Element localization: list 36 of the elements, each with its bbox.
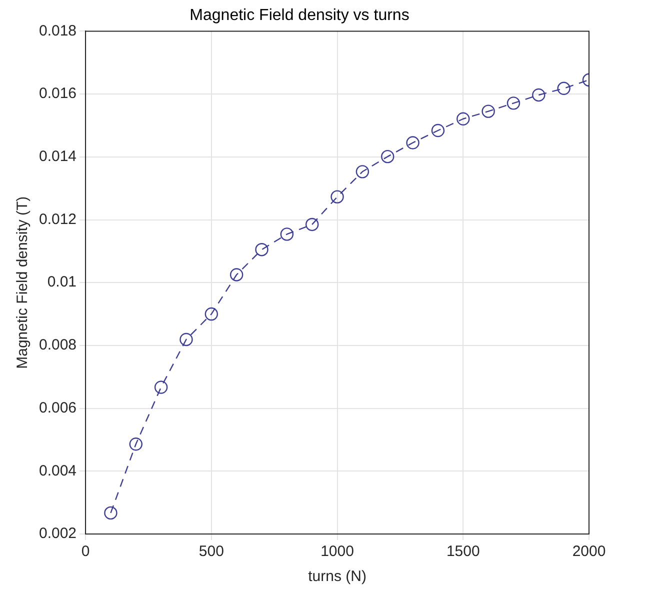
point bbox=[129, 438, 142, 451]
point bbox=[330, 190, 344, 204]
y-tick-label: 0.004 bbox=[38, 462, 77, 480]
x-tick-label: 1500 bbox=[446, 543, 480, 560]
y-tick-label: 0.014 bbox=[38, 148, 77, 166]
y-tick-label: 0.016 bbox=[38, 85, 77, 102]
point bbox=[204, 307, 218, 321]
x-tick-label: 0 bbox=[81, 543, 90, 560]
point bbox=[255, 243, 268, 256]
y-tick-label: 0.018 bbox=[38, 22, 77, 40]
y-axis-title: Magnetic Field density (T) bbox=[14, 196, 32, 369]
point bbox=[431, 124, 445, 138]
point bbox=[456, 112, 470, 126]
y-tick-label: 0.012 bbox=[38, 210, 77, 228]
point bbox=[356, 165, 370, 178]
x-axis-title: turns (N) bbox=[308, 568, 366, 586]
point bbox=[305, 218, 319, 232]
point bbox=[154, 380, 168, 394]
point bbox=[406, 136, 420, 150]
point bbox=[230, 268, 244, 282]
point bbox=[482, 104, 495, 118]
y-tick-label: 0.006 bbox=[38, 399, 77, 416]
x-tick-label: 2000 bbox=[572, 543, 606, 560]
y-tick-label: 0.008 bbox=[38, 336, 77, 354]
point bbox=[104, 506, 118, 520]
point bbox=[280, 228, 294, 241]
chart-title: Magnetic Field density vs turns bbox=[190, 7, 410, 24]
y-tick-label: 0.002 bbox=[38, 525, 77, 542]
point bbox=[381, 150, 394, 164]
point bbox=[180, 332, 193, 346]
point bbox=[506, 96, 520, 110]
x-tick-label: 500 bbox=[198, 543, 224, 560]
y-tick-label: 0.01 bbox=[47, 274, 77, 291]
point bbox=[532, 88, 546, 102]
x-tick-label: 1000 bbox=[320, 543, 354, 560]
point bbox=[557, 82, 570, 95]
